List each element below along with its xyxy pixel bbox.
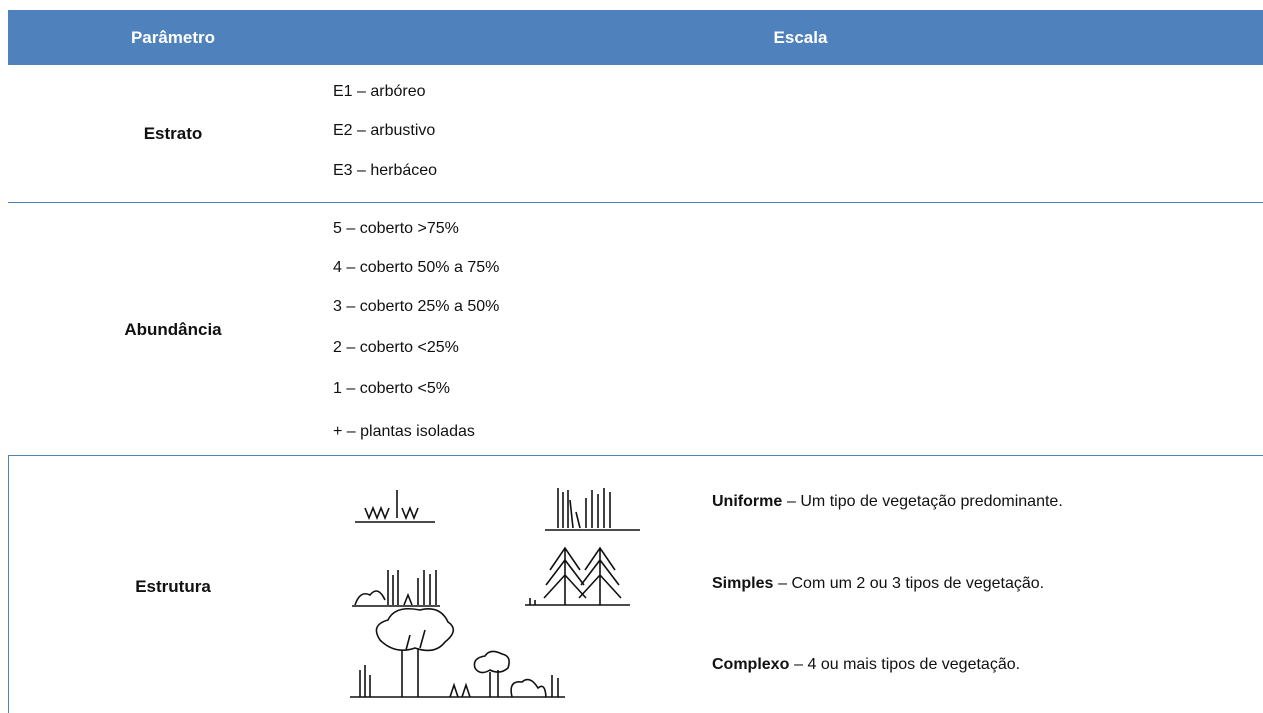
scale-item: E2 – arbustivo	[333, 122, 436, 139]
description: – Com um 2 ou 3 tipos de vegetação.	[778, 575, 1045, 592]
structure-description: Uniforme – Um tipo de vegetação predomina…	[712, 493, 1063, 511]
scale-item: E3 – herbáceo	[333, 162, 438, 179]
scale-item: 3 – coberto 25% a 50%	[333, 298, 500, 315]
structure-illustration	[350, 488, 640, 698]
row-separator	[8, 202, 1263, 203]
description: – Um tipo de vegetação predominante.	[787, 493, 1063, 510]
scale-item: E1 – arbóreo	[333, 83, 426, 100]
header-cell: Parâmetro	[130, 28, 216, 47]
parameter: Abundância	[124, 320, 222, 339]
term: Uniforme	[712, 493, 783, 510]
structure-description: Complexo – 4 ou mais tipos de vegetação.	[712, 656, 1020, 674]
scale-item: 5 – coberto >75%	[333, 220, 459, 237]
row-separator	[8, 455, 1263, 456]
header-cell: Escala	[773, 28, 828, 47]
structure-description: Simples – Com um 2 ou 3 tipos de vegetaçã…	[712, 575, 1044, 593]
scale-item: 1 – coberto <5%	[333, 380, 450, 397]
scale-item: 2 – coberto <25%	[333, 339, 459, 356]
parameter: Estrutura	[135, 577, 211, 596]
description: – 4 ou mais tipos de vegetação.	[794, 656, 1021, 673]
table-border	[8, 455, 9, 713]
scale-item: + – plantas isoladas	[333, 423, 475, 440]
scale-item: 4 – coberto 50% a 75%	[333, 259, 500, 276]
term: Simples	[712, 575, 774, 592]
term: Complexo	[712, 656, 790, 673]
parameter: Estrato	[143, 124, 203, 143]
table-header	[8, 10, 1263, 65]
